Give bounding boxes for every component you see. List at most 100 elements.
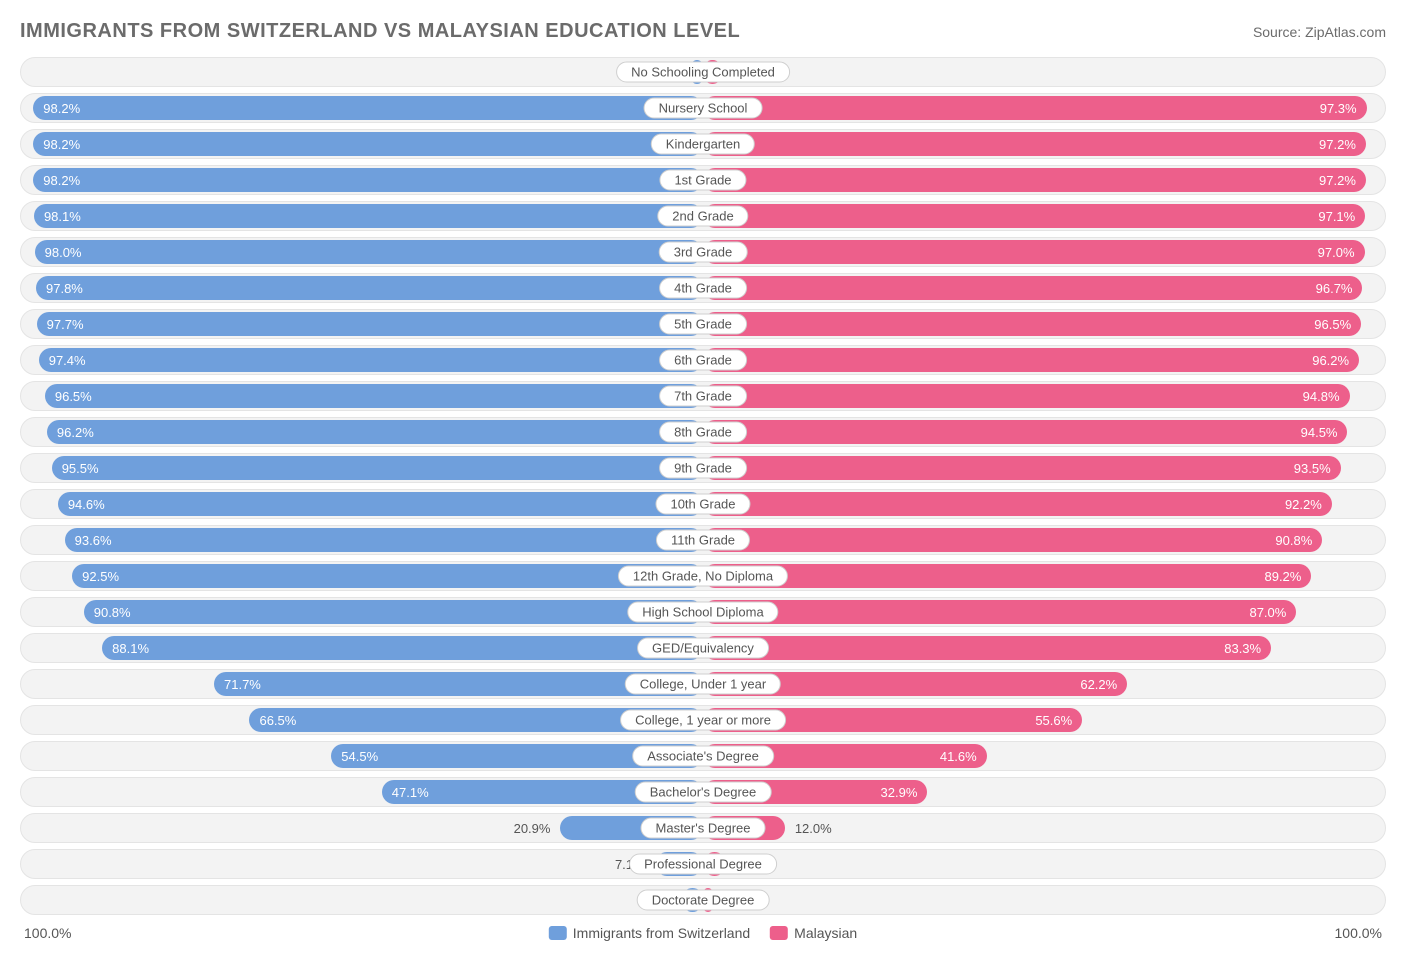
value-left: 71.7% [214, 670, 271, 698]
chart-legend: Immigrants from Switzerland Malaysian [549, 925, 857, 941]
category-label: 2nd Grade [657, 206, 748, 227]
bar-right [703, 312, 1361, 336]
value-right: 12.0% [785, 814, 842, 842]
chart-row: 97.7% 96.5% 5th Grade [20, 309, 1386, 339]
chart-row: 96.2% 94.5% 8th Grade [20, 417, 1386, 447]
chart-row: 47.1% 32.9% Bachelor's Degree [20, 777, 1386, 807]
bar-left [33, 168, 703, 192]
category-label: Master's Degree [641, 818, 766, 839]
chart-row: 98.0%97.0%3rd Grade [20, 237, 1386, 267]
legend-label-left: Immigrants from Switzerland [573, 925, 750, 941]
bar-right [703, 204, 1365, 228]
bar-right [703, 384, 1350, 408]
legend-swatch-left [549, 926, 567, 940]
source-name: ZipAtlas.com [1305, 24, 1386, 40]
chart-row: 93.6% 90.8% 11th Grade [20, 525, 1386, 555]
value-right: 89.2% [1254, 562, 1311, 590]
value-right: 90.8% [1265, 526, 1322, 554]
bar-right [703, 168, 1366, 192]
category-label: 3rd Grade [659, 242, 748, 263]
category-label: Doctorate Degree [637, 890, 770, 911]
bar-right [703, 132, 1366, 156]
category-label: 4th Grade [659, 278, 747, 299]
bar-right [703, 564, 1311, 588]
category-label: 6th Grade [659, 350, 747, 371]
value-left: 98.2% [33, 94, 90, 122]
value-left: 92.5% [72, 562, 129, 590]
value-left: 88.1% [102, 634, 159, 662]
chart-row: 97.8%96.7%4th Grade [20, 273, 1386, 303]
value-left: 20.9% [504, 814, 561, 842]
bar-right [703, 492, 1332, 516]
legend-item-left: Immigrants from Switzerland [549, 925, 750, 941]
value-left: 97.8% [36, 274, 93, 302]
value-right: 97.2% [1309, 166, 1366, 194]
value-left: 95.5% [52, 454, 109, 482]
bar-left [47, 420, 703, 444]
bar-right [703, 348, 1359, 372]
value-right: 41.6% [930, 742, 987, 770]
value-right: 96.5% [1304, 310, 1361, 338]
chart-row: 71.7%62.2%College, Under 1 year [20, 669, 1386, 699]
category-label: Professional Degree [629, 854, 777, 875]
value-right: 32.9% [871, 778, 928, 806]
bar-left [84, 600, 703, 624]
value-left: 93.6% [65, 526, 122, 554]
category-label: Associate's Degree [632, 746, 774, 767]
bar-right [703, 96, 1367, 120]
diverging-bar-chart: 1.8%2.8%No Schooling Completed 98.2% 97.3%… [20, 57, 1386, 915]
bar-right [703, 636, 1271, 660]
category-label: Kindergarten [651, 134, 755, 155]
bar-left [34, 204, 703, 228]
source-label: Source: [1253, 24, 1301, 40]
category-label: 12th Grade, No Diploma [618, 566, 788, 587]
bar-left [65, 528, 703, 552]
bar-left [39, 348, 703, 372]
chart-footer: 100.0% Immigrants from Switzerland Malay… [20, 921, 1386, 945]
chart-row: 7.1%3.4%Professional Degree [20, 849, 1386, 879]
category-label: College, 1 year or more [620, 710, 786, 731]
chart-row: 94.6%92.2%10th Grade [20, 489, 1386, 519]
chart-title: IMMIGRANTS FROM SWITZERLAND VS MALAYSIAN… [20, 20, 740, 43]
value-left: 66.5% [249, 706, 306, 734]
value-left: 96.2% [47, 418, 104, 446]
legend-label-right: Malaysian [794, 925, 857, 941]
value-left: 98.0% [35, 238, 92, 266]
chart-row: 97.4% 96.2% 6th Grade [20, 345, 1386, 375]
chart-row: 3.1%1.5%Doctorate Degree [20, 885, 1386, 915]
value-left: 98.1% [34, 202, 91, 230]
bar-right [703, 528, 1322, 552]
category-label: 8th Grade [659, 422, 747, 443]
value-left: 94.6% [58, 490, 115, 518]
value-right: 96.2% [1302, 346, 1359, 374]
category-label: 5th Grade [659, 314, 747, 335]
category-label: College, Under 1 year [625, 674, 781, 695]
legend-item-right: Malaysian [770, 925, 857, 941]
bar-left [35, 240, 703, 264]
category-label: 9th Grade [659, 458, 747, 479]
value-left: 47.1% [382, 778, 439, 806]
category-label: No Schooling Completed [616, 62, 790, 83]
chart-row: 96.5%94.8%7th Grade [20, 381, 1386, 411]
category-label: 1st Grade [659, 170, 746, 191]
chart-row: 1.8%2.8%No Schooling Completed [20, 57, 1386, 87]
bar-left [52, 456, 703, 480]
category-label: Bachelor's Degree [635, 782, 772, 803]
value-left: 97.4% [39, 346, 96, 374]
bar-right [703, 240, 1365, 264]
chart-row: 54.5% 41.6% Associate's Degree [20, 741, 1386, 771]
value-right: 94.8% [1293, 382, 1350, 410]
value-left: 98.2% [33, 166, 90, 194]
chart-header: IMMIGRANTS FROM SWITZERLAND VS MALAYSIAN… [20, 20, 1386, 43]
bar-right [703, 600, 1296, 624]
bar-left [45, 384, 703, 408]
value-left: 54.5% [331, 742, 388, 770]
value-left: 97.7% [37, 310, 94, 338]
category-label: GED/Equivalency [637, 638, 769, 659]
category-label: 11th Grade [656, 530, 750, 551]
chart-row: 92.5% 89.2% 12th Grade, No Diploma [20, 561, 1386, 591]
chart-row: 88.1%83.3%GED/Equivalency [20, 633, 1386, 663]
value-right: 97.3% [1310, 94, 1367, 122]
bar-left [36, 276, 703, 300]
value-right: 94.5% [1291, 418, 1348, 446]
